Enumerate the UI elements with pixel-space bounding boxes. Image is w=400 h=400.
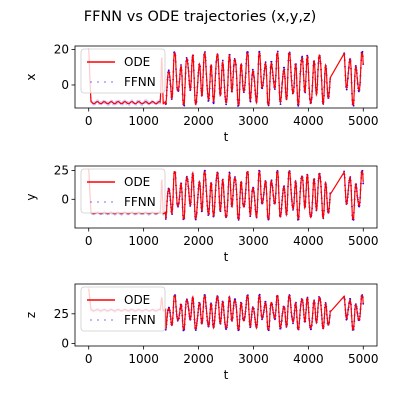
figure-title: FFNN vs ODE trajectories (x,y,z) xyxy=(84,9,316,25)
legend-ffnn-swatch xyxy=(90,81,92,83)
legend-ffnn-swatch xyxy=(111,81,113,83)
ffnn-point xyxy=(345,88,348,91)
legend-box xyxy=(80,48,166,94)
legend-ode-label: ODE xyxy=(124,293,150,307)
x-tick-label: 4000 xyxy=(293,234,324,248)
ffnn-point xyxy=(270,60,273,63)
ffnn-point xyxy=(135,103,138,106)
x-tick-label: 0 xyxy=(85,352,93,366)
x-tick-label: 2000 xyxy=(183,114,214,128)
legend-ffnn-label: FFNN xyxy=(124,75,156,89)
x-tick-label: 2000 xyxy=(183,352,214,366)
y-tick-label: 25 xyxy=(54,164,69,178)
x-tick-label: 1000 xyxy=(128,234,159,248)
legend-ffnn-swatch xyxy=(104,201,106,203)
axes-frame xyxy=(74,45,378,109)
subplot-x: 0 1000 2000 3000 4000 5000 0 20 t x ODE FFNN xyxy=(24,43,379,144)
legend-ffnn-swatch xyxy=(111,319,113,321)
x-axis-label: t xyxy=(224,250,229,264)
ffnn-point xyxy=(283,66,285,69)
ffnn-point xyxy=(352,219,355,221)
ffnn-point xyxy=(118,100,121,102)
x-tick-label: 5000 xyxy=(348,352,379,366)
legend-ffnn-swatch xyxy=(90,319,92,321)
y-tick-label: 0 xyxy=(61,337,69,351)
ffnn-point xyxy=(221,59,224,62)
x-axis-label: t xyxy=(224,130,229,144)
x-tick-label: 3000 xyxy=(238,234,269,248)
legend-ode-label: ODE xyxy=(124,55,150,69)
x-tick-label: 5000 xyxy=(348,114,379,128)
x-tick-label: 3000 xyxy=(238,114,269,128)
legend: ODE FFNN xyxy=(80,286,166,332)
x-tick-label: 0 xyxy=(85,114,93,128)
y-axis-label: z xyxy=(24,312,38,318)
x-tick-label: 5000 xyxy=(348,234,379,248)
ffnn-point xyxy=(159,102,162,105)
ffnn-point xyxy=(106,101,109,104)
x-tick-label: 3000 xyxy=(238,352,269,366)
subplot-y: 0 1000 2000 3000 4000 5000 0 25 t y ODE FFNN xyxy=(24,164,379,264)
legend-ode-label: ODE xyxy=(124,175,150,189)
ffnn-point xyxy=(279,103,282,105)
legend-ffnn-swatch xyxy=(97,201,99,203)
ffnn-point xyxy=(361,50,364,53)
legend-ffnn-swatch xyxy=(97,81,99,83)
y-tick-label: 20 xyxy=(54,43,69,57)
legend-ffnn-swatch xyxy=(90,201,92,203)
ffnn-point xyxy=(141,104,144,106)
y-axis-label: y xyxy=(24,193,38,200)
ffnn-point xyxy=(362,182,365,185)
legend-ffnn-label: FFNN xyxy=(124,195,156,209)
ffnn-point xyxy=(116,102,118,105)
axes-frame xyxy=(74,165,378,229)
ffnn-point xyxy=(225,328,228,331)
axes-frame xyxy=(74,283,378,347)
x-tick-label: 1000 xyxy=(128,114,159,128)
x-axis-label: t xyxy=(224,368,229,382)
legend-ffnn-swatch xyxy=(104,319,106,321)
subplots: 0 1000 2000 3000 4000 5000 0 20 t x ODE FFNN 0 1000 20… xyxy=(24,43,379,382)
ffnn-point xyxy=(225,103,228,106)
x-tick-label: 4000 xyxy=(293,352,324,366)
ffnn-point xyxy=(237,219,240,221)
x-tick-label: 0 xyxy=(85,234,93,248)
ffnn-point xyxy=(258,50,261,53)
y-tick-label: 0 xyxy=(61,192,69,206)
ffnn-point xyxy=(352,104,355,107)
x-tick-label: 4000 xyxy=(293,114,324,128)
ffnn-point xyxy=(145,99,148,101)
legend-ffnn-swatch xyxy=(104,81,106,83)
ffnn-point xyxy=(292,322,294,325)
ffnn-point xyxy=(276,50,279,53)
ffnn-point xyxy=(204,51,206,53)
ffnn-point xyxy=(297,105,300,107)
ode-line xyxy=(88,49,364,106)
y-tick-label: 0 xyxy=(61,78,69,92)
ffnn-point xyxy=(212,102,215,105)
ffnn-point xyxy=(146,100,149,103)
legend-ffnn-swatch xyxy=(111,201,113,203)
ffnn-point xyxy=(157,102,160,105)
ffnn-point xyxy=(167,69,170,72)
x-tick-label: 1000 xyxy=(128,352,159,366)
legend: ODE FFNN xyxy=(80,168,166,214)
legend-ffnn-label: FFNN xyxy=(124,313,156,327)
y-axis-label: x xyxy=(24,73,38,80)
legend-ffnn-swatch xyxy=(97,319,99,321)
plot-area-x xyxy=(87,48,365,107)
x-tick-label: 2000 xyxy=(183,234,214,248)
ffnn-point xyxy=(258,293,261,296)
legend-box xyxy=(80,168,166,214)
subplot-z: 0 1000 2000 3000 4000 5000 0 25 t z ODE FFNN xyxy=(24,283,379,382)
ffnn-point xyxy=(183,104,186,107)
legend: ODE FFNN xyxy=(80,48,166,94)
legend-box xyxy=(80,286,166,332)
ffnn-point xyxy=(301,55,304,58)
y-tick-label: 25 xyxy=(54,307,69,321)
